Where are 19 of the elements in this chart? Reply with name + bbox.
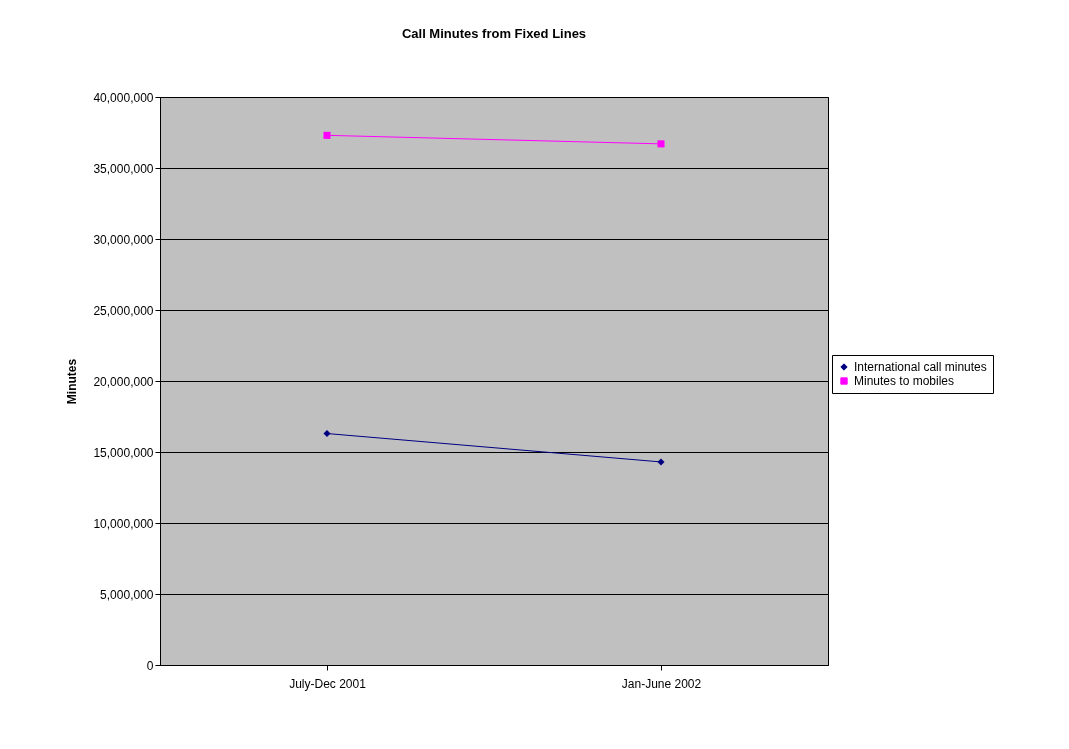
- y-tick-label: 5,000,000: [100, 587, 154, 602]
- x-tick-label: Jan-June 2002: [621, 676, 702, 691]
- y-tick-label: 10,000,000: [93, 516, 154, 531]
- point: [323, 131, 331, 139]
- y-tick-label: 40,000,000: [93, 90, 154, 105]
- y-tick-label: 35,000,000: [93, 161, 154, 176]
- point: [657, 458, 665, 466]
- legend-label: Minutes to mobiles: [854, 374, 955, 388]
- y-tick-label: 25,000,000: [93, 303, 154, 318]
- y-tick-label: 30,000,000: [93, 232, 154, 247]
- legend-label: International call minutes: [854, 360, 987, 374]
- x-tick-label: July-Dec 2001: [289, 676, 367, 691]
- y-tick-label: 20,000,000: [93, 374, 154, 389]
- point: [323, 430, 331, 438]
- y-tick-label: 15,000,000: [93, 445, 154, 460]
- y-tick-label: 0: [146, 658, 154, 673]
- point: [657, 140, 665, 148]
- chart-title: Call Minutes from Fixed Lines: [401, 26, 587, 41]
- y-axis-title: Minutes: [65, 358, 80, 405]
